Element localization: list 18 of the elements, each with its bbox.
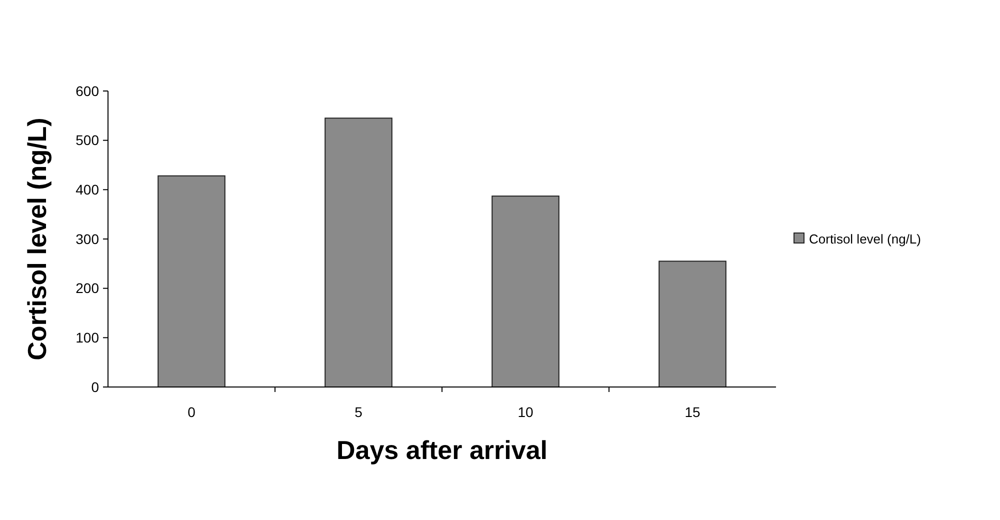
x-tick-label: 10 bbox=[518, 404, 534, 420]
y-tick-label: 600 bbox=[76, 82, 100, 99]
y-tick-label: 200 bbox=[76, 280, 100, 296]
y-tick-label: 100 bbox=[76, 330, 100, 346]
legend-label: Cortisol level (ng/L) bbox=[809, 232, 921, 247]
bar bbox=[324, 118, 392, 388]
y-tick-label: 0 bbox=[91, 378, 100, 395]
x-tick-label: 0 bbox=[188, 404, 196, 420]
bar bbox=[658, 260, 726, 388]
y-tick-label: 400 bbox=[76, 182, 100, 198]
x-tick-label: 5 bbox=[354, 404, 363, 420]
bar bbox=[158, 175, 226, 388]
x-tick-label: 15 bbox=[684, 404, 700, 420]
y-tick-label: 300 bbox=[76, 230, 100, 247]
y-axis-title: Cortisol level (ng/L) bbox=[22, 118, 52, 360]
x-axis-title: Days after arrival bbox=[336, 435, 548, 465]
bar bbox=[492, 196, 560, 388]
y-tick-label: 500 bbox=[76, 132, 100, 148]
